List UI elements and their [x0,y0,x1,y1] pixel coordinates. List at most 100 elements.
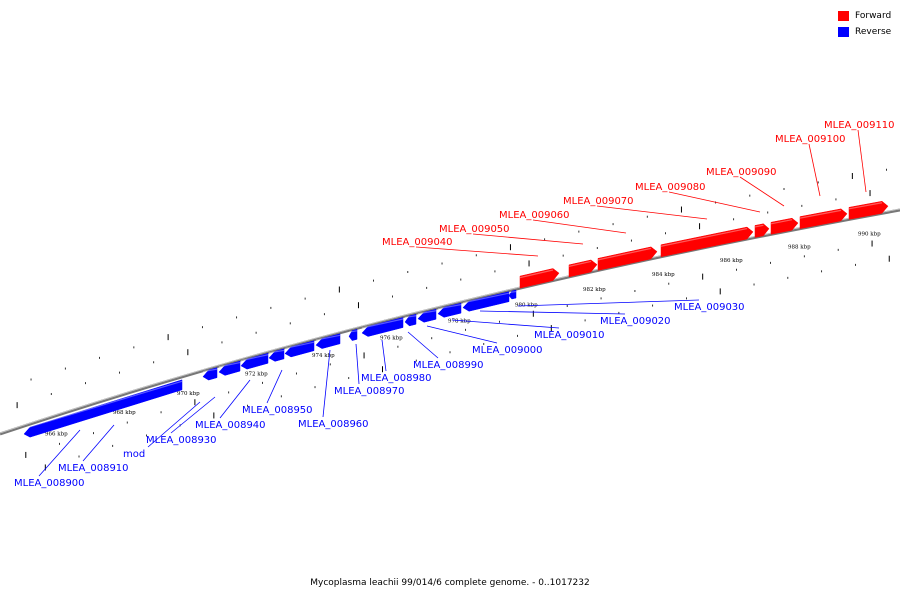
genome-caption: Mycoplasma leachii 99/014/6 complete gen… [310,578,590,588]
gene-label-mlea-008960[interactable]: MLEA_008960 [298,419,369,430]
gene-arrow-shine [770,219,793,225]
gene-arrow-shine [361,318,404,329]
gene-arrow-mlea-009050[interactable] [568,259,598,278]
axis-tick-label: 974 kbp [312,353,335,359]
leader-line [170,396,216,434]
gene-arrow-mlea-008900[interactable] [23,379,183,438]
gene-label-mlea-009060[interactable]: MLEA_009060 [499,210,570,221]
gene-arrow-shine [218,362,241,368]
leader-line [426,325,498,344]
gene-arrow-mlea-008970[interactable] [348,329,358,341]
gene-arrow-mlea-009070[interactable] [660,226,754,258]
gene-arrow-mlea-008940[interactable] [268,348,285,362]
gene-arrow-shine [404,315,417,318]
gene-arrow-mlea-009060[interactable] [597,246,658,271]
gene-label-mlea-009100[interactable]: MLEA_009100 [775,134,846,145]
scale-ticks: 966 kbp 968 kbp 970 kbp 972 kbp 974 kbp 976 k… [16,168,890,471]
axis-tick-label: 968 kbp [113,410,136,416]
gene-arrow-shine [519,269,554,279]
gene-arrow-mlea-009030[interactable] [508,289,517,300]
gene-arrow-shine [848,202,883,210]
axis-tick-label: 988 kbp [788,245,811,251]
gene-arrow-shine [660,227,748,247]
leader-line [355,343,360,385]
gene-arrow-shine [508,290,517,294]
leader-line [857,129,867,193]
legend-label-forward: Forward [855,10,892,21]
leader-line [266,369,283,404]
leader-line [38,429,81,477]
gene-label-mlea-008900[interactable]: MLEA_008900 [14,478,85,489]
leader-line [147,401,201,448]
gene-arrow-shine [240,354,269,362]
gene-label-mlea-009030[interactable]: MLEA_009030 [674,302,745,313]
gene-arrow-shine [568,260,592,267]
axis-tick-label: 986 kbp [720,258,743,264]
gene-arrow-shine [417,310,437,315]
axis-tick-label: 984 kbp [652,272,675,278]
gene-arrow-shine [462,292,510,304]
gene-label-mlea-009110[interactable]: MLEA_009110 [824,120,895,131]
axis-tick-label: 976 kbp [380,335,403,341]
gene-label-mlea-009080[interactable]: MLEA_009080 [635,182,706,193]
leader-line [219,379,251,419]
leader-line [668,191,761,213]
legend: Forward Reverse [838,8,891,40]
leader-line [739,176,785,207]
axis-tick-label: 966 kbp [45,431,68,437]
gene-arrow-mlea-009000[interactable] [417,308,437,323]
axis-tick-label: 982 kbp [583,287,606,293]
axis-tick-label: 978 kbp [448,318,471,324]
gene-arrow-mod[interactable] [218,360,241,376]
gene-arrow-mlea-009010[interactable] [437,302,462,318]
gene-arrow-mlea-009020[interactable] [462,291,510,312]
gene-arrow-mlea-008980[interactable] [361,317,404,337]
leader-line [407,331,439,359]
gene-label-mod[interactable]: mod [123,449,145,460]
leader-line [322,349,331,418]
gene-label-mlea-009040[interactable]: MLEA_009040 [382,237,453,248]
gene-arrow-mlea-008960[interactable] [315,333,341,349]
axis-tick-label: 990 kbp [858,231,881,237]
gene-arrow-mlea-008990[interactable] [404,313,417,327]
gene-arrow-mlea-008910[interactable] [202,367,218,381]
gene-label-mlea-008990[interactable]: MLEA_008990 [413,360,484,371]
gene-arrow-mlea-009040[interactable] [519,268,560,289]
gene-label-mlea-009070[interactable]: MLEA_009070 [563,196,634,207]
gene-arrow-shine [799,209,842,219]
leader-line [479,310,626,315]
gene-arrow-shine [437,304,462,310]
gene-arrow-mlea-009090[interactable] [770,217,799,235]
gene-label-mlea-008940[interactable]: MLEA_008940 [195,420,266,431]
gene-arrow-shine [754,224,764,228]
leader-line [472,233,584,245]
gene-arrow-shine [597,247,652,261]
gene-arrow-mlea-009100[interactable] [799,208,848,229]
gene-label-mlea-008970[interactable]: MLEA_008970 [334,386,405,397]
leader-line [517,299,700,307]
leader-line [596,205,708,220]
gene-label-mlea-008950[interactable]: MLEA_008950 [242,405,313,416]
gene-label-mlea-008930[interactable]: MLEA_008930 [146,435,217,446]
gene-label-mlea-008910[interactable]: MLEA_008910 [58,463,129,474]
gene-label-mlea-009050[interactable]: MLEA_009050 [439,224,510,235]
gene-arrow-shine [315,334,341,341]
gene-arrow-mlea-009080[interactable] [754,223,770,238]
leader-line [808,143,821,197]
gene-label-mlea-009000[interactable]: MLEA_009000 [472,345,543,356]
gene-label-mlea-008980[interactable]: MLEA_008980 [361,373,432,384]
gene-features [23,201,889,438]
gene-arrow-mlea-008950[interactable] [284,340,315,358]
label-leader-lines [38,129,867,477]
gene-arrow-mlea-008930[interactable] [240,352,269,370]
legend-swatch-forward [838,10,849,21]
leader-line [532,219,627,234]
gene-label-mlea-009090[interactable]: MLEA_009090 [706,167,777,178]
gene-arrow-mlea-009110[interactable] [848,201,889,220]
gene-label-mlea-009010[interactable]: MLEA_009010 [534,330,605,341]
leader-line [415,246,539,257]
legend-swatch-reverse [838,26,849,37]
gene-label-mlea-009020[interactable]: MLEA_009020 [600,316,671,327]
